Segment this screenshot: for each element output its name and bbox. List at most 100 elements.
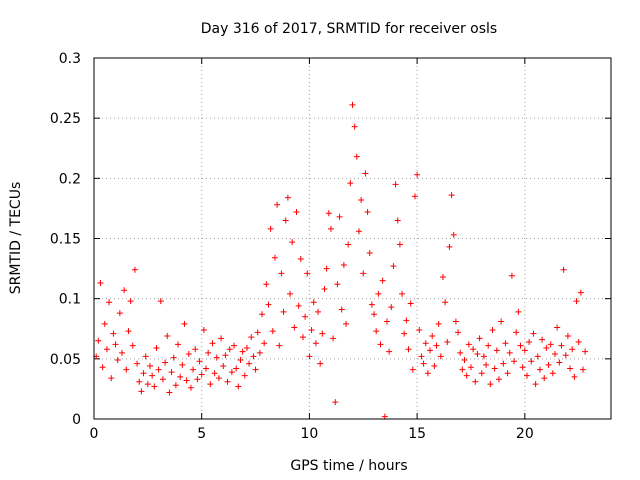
data-point <box>241 372 248 379</box>
x-tick-label: 5 <box>197 426 206 442</box>
data-point <box>446 243 453 250</box>
data-point <box>409 366 416 373</box>
data-point <box>200 326 207 333</box>
data-point <box>95 337 102 344</box>
data-point <box>405 346 412 353</box>
data-point <box>498 318 505 325</box>
data-point <box>304 270 311 277</box>
data-point <box>403 317 410 324</box>
data-point <box>299 334 306 341</box>
data-point <box>321 286 328 293</box>
data-point <box>530 330 537 337</box>
data-point <box>472 378 479 385</box>
data-point <box>347 180 354 187</box>
data-point <box>175 341 182 348</box>
data-point <box>327 225 334 232</box>
data-point <box>474 351 481 358</box>
data-point <box>480 353 487 360</box>
data-point <box>340 261 347 268</box>
data-point <box>211 370 218 377</box>
data-point <box>101 320 108 327</box>
data-point <box>239 348 246 355</box>
data-point <box>336 213 343 220</box>
data-point <box>297 255 304 262</box>
data-point <box>452 318 459 325</box>
data-point <box>470 346 477 353</box>
data-point <box>330 335 337 342</box>
data-point <box>399 290 406 297</box>
data-point <box>386 348 393 355</box>
data-point <box>291 324 298 331</box>
data-point <box>508 272 515 279</box>
data-point <box>483 361 490 368</box>
data-point <box>168 369 175 376</box>
data-point <box>414 171 421 178</box>
x-tick-label: 0 <box>90 426 99 442</box>
y-tick-label: 0.1 <box>59 292 81 308</box>
data-point <box>455 329 462 336</box>
data-point <box>317 360 324 367</box>
x-tick-label: 10 <box>301 426 319 442</box>
data-point <box>123 366 130 373</box>
data-point <box>582 348 589 355</box>
data-point <box>97 280 104 287</box>
data-point <box>416 326 423 333</box>
data-point <box>338 306 345 313</box>
data-point <box>390 263 397 270</box>
data-point <box>543 345 550 352</box>
data-point <box>379 277 386 284</box>
data-point <box>353 153 360 160</box>
data-point <box>349 101 356 108</box>
data-point <box>502 340 509 347</box>
data-point <box>243 345 250 352</box>
data-point <box>519 364 526 371</box>
data-point <box>504 370 511 377</box>
data-point <box>355 228 362 235</box>
data-point <box>371 311 378 318</box>
data-point <box>284 194 291 201</box>
data-point <box>308 326 315 333</box>
data-point <box>129 342 136 349</box>
data-point <box>358 196 365 203</box>
data-point <box>388 304 395 311</box>
data-point <box>442 299 449 306</box>
data-point <box>528 358 535 365</box>
data-point <box>110 330 117 337</box>
data-point <box>439 274 446 281</box>
data-point <box>511 358 518 365</box>
data-point <box>579 366 586 373</box>
data-point <box>138 388 145 395</box>
data-point <box>485 342 492 349</box>
data-point <box>545 361 552 368</box>
data-point <box>190 366 197 373</box>
data-point <box>332 399 339 406</box>
data-point <box>435 320 442 327</box>
data-point <box>343 320 350 327</box>
data-point <box>142 353 149 360</box>
data-point <box>274 201 281 208</box>
data-point <box>461 357 468 364</box>
data-point <box>207 381 214 388</box>
y-tick-label: 0 <box>72 412 81 428</box>
data-point <box>265 301 272 308</box>
data-point <box>259 311 266 318</box>
x-axis-label: GPS time / hours <box>290 458 407 474</box>
data-point <box>457 349 464 356</box>
data-point <box>172 382 179 389</box>
data-point <box>116 310 123 317</box>
data-point <box>444 338 451 345</box>
data-point <box>560 266 567 273</box>
data-point <box>127 298 134 305</box>
data-point <box>515 308 522 315</box>
data-point <box>312 340 319 347</box>
data-point <box>271 254 278 261</box>
data-point <box>523 372 530 379</box>
data-point <box>228 369 235 376</box>
data-point <box>366 249 373 256</box>
data-point <box>536 366 543 373</box>
data-point <box>377 341 384 348</box>
data-point <box>310 299 317 306</box>
data-point <box>429 332 436 339</box>
data-point <box>121 287 128 294</box>
